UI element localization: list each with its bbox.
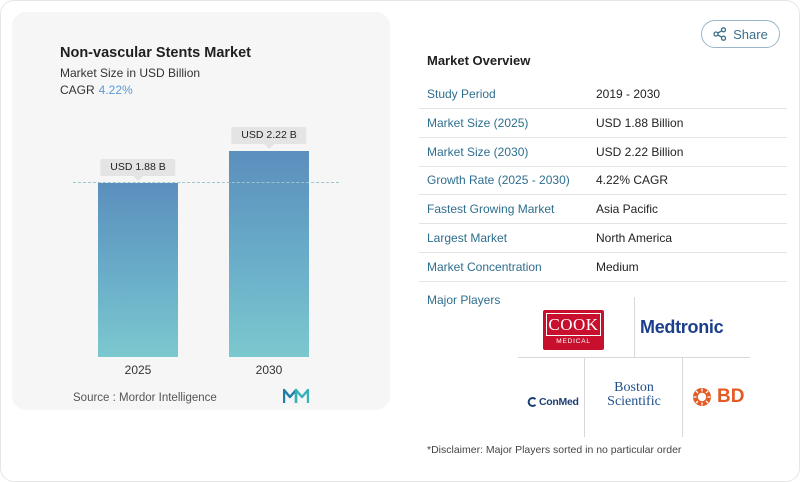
overview-row-study-period: Study Period 2019 - 2030: [419, 80, 787, 109]
x-tick-label-2025: 2025: [124, 363, 152, 377]
overview-key: Growth Rate (2025 - 2030): [427, 173, 570, 187]
bd-logo: BD: [692, 386, 744, 408]
share-label: Share: [733, 26, 768, 42]
cagr-label: CAGR: [60, 83, 95, 97]
overview-value: 4.22% CAGR: [596, 173, 669, 187]
x-tick-label-2030: 2030: [255, 363, 283, 377]
cook-logo-subtext: MEDICAL: [556, 338, 591, 345]
players-divider: [634, 297, 635, 357]
overview-value: Medium: [596, 260, 639, 274]
chart-subtitle: Market Size in USD Billion: [60, 66, 201, 80]
overview-key: Largest Market: [427, 231, 508, 245]
overview-value: 2019 - 2030: [596, 87, 661, 101]
bar-2030: [229, 151, 309, 357]
disclaimer-text: *Disclaimer: Major Players sorted in no …: [427, 444, 682, 456]
overview-row-fastest-growing: Fastest Growing Market Asia Pacific: [419, 195, 787, 224]
medtronic-logo: Medtronic: [640, 317, 724, 337]
bar-value-label-2025: USD 1.88 B: [100, 159, 176, 181]
overview-key: Market Concentration: [427, 260, 542, 274]
cook-medical-logo: COOK MEDICAL: [543, 310, 604, 350]
overview-value: USD 2.22 Billion: [596, 145, 684, 159]
overview-key: Market Size (2030): [427, 145, 529, 159]
market-overview-title: Market Overview: [427, 53, 531, 68]
players-divider: [518, 357, 750, 358]
players-divider: [584, 357, 585, 437]
bd-sun-icon: [693, 388, 711, 406]
boston-logo-line1: Boston: [614, 380, 654, 395]
reference-dashed-line: [73, 182, 339, 183]
conmed-mark-icon: [527, 397, 537, 407]
bar-2025: [98, 183, 178, 357]
players-divider: [682, 357, 683, 437]
overview-row-market-size-2025: Market Size (2025) USD 1.88 Billion: [419, 109, 787, 138]
chart-cagr: CAGR 4.22%: [60, 83, 133, 97]
boston-logo-line2: Scientific: [607, 394, 661, 409]
mordor-intelligence-logo: [283, 388, 309, 403]
overview-value: North America: [596, 231, 673, 245]
chart-card: [12, 12, 390, 410]
boston-scientific-logo: Boston Scientific: [598, 381, 670, 409]
cook-logo-text: COOK: [546, 313, 601, 336]
overview-key: Fastest Growing Market: [427, 202, 555, 216]
overview-value: Asia Pacific: [596, 202, 659, 216]
bd-logo-text: BD: [717, 386, 745, 407]
overview-row-market-size-2030: Market Size (2030) USD 2.22 Billion: [419, 138, 787, 167]
share-button[interactable]: Share: [701, 20, 780, 48]
overview-key: Study Period: [427, 87, 496, 101]
cagr-value: 4.22%: [98, 83, 133, 97]
overview-row-largest-market: Largest Market North America: [419, 224, 787, 253]
overview-key: Market Size (2025): [427, 116, 529, 130]
major-players-label: Major Players: [427, 293, 501, 307]
overview-row-growth-rate: Growth Rate (2025 - 2030) 4.22% CAGR: [419, 166, 787, 195]
source-text: Source : Mordor Intelligence: [73, 392, 217, 404]
conmed-logo: ConMed: [527, 396, 579, 408]
conmed-logo-text: ConMed: [539, 396, 579, 408]
overview-value: USD 1.88 Billion: [596, 116, 684, 130]
overview-row-market-concentration: Market Concentration Medium: [419, 253, 787, 282]
chart-title: Non-vascular Stents Market: [60, 45, 251, 61]
share-icon: [713, 27, 727, 41]
bar-value-label-2030: USD 2.22 B: [231, 127, 307, 149]
